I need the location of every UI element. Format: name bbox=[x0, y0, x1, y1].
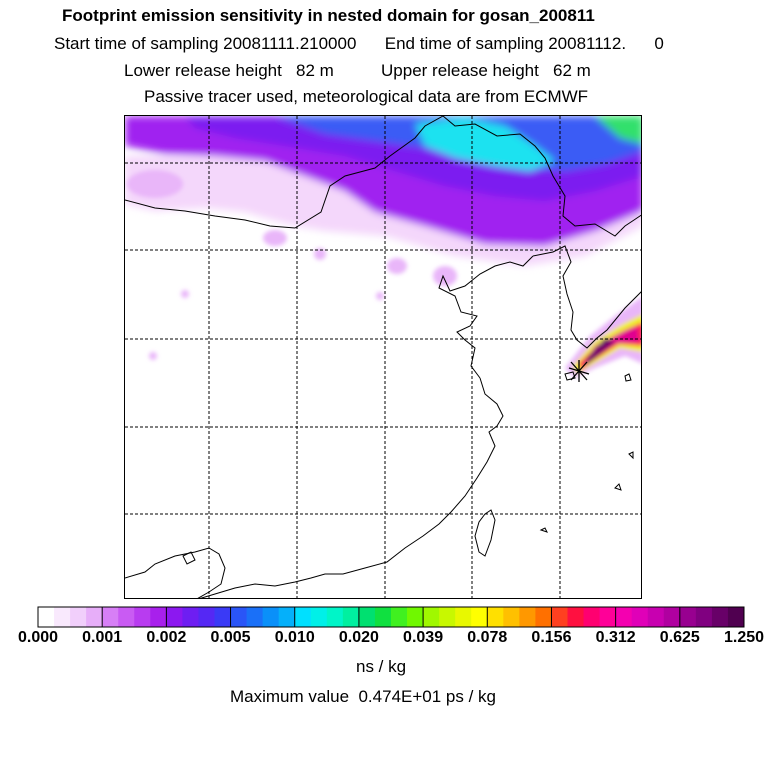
colorbar-swatch bbox=[182, 607, 199, 627]
colorbar-tick-label: 1.250 bbox=[723, 629, 765, 646]
colorbar-swatch bbox=[503, 607, 520, 627]
island-small-4 bbox=[628, 451, 634, 460]
footprint-light-patch bbox=[127, 170, 183, 198]
colorbar-tick-label: 0.156 bbox=[531, 629, 572, 646]
colorbar-swatch bbox=[647, 607, 665, 627]
island-jeju bbox=[564, 371, 576, 381]
colorbar-tick-label: 0.005 bbox=[210, 629, 251, 646]
colorbar-swatch bbox=[567, 607, 585, 627]
colorbar-swatch bbox=[262, 607, 280, 627]
tracer-info-line: Passive tracer used, meteorological data… bbox=[144, 87, 589, 106]
footprint-light-patch bbox=[263, 230, 287, 246]
colorbar-swatch bbox=[615, 607, 633, 627]
colorbar-swatch bbox=[86, 607, 103, 627]
colorbar-swatch bbox=[150, 607, 167, 627]
colorbar-swatch bbox=[374, 607, 392, 627]
star-icon bbox=[568, 360, 590, 382]
footprint-light-patch bbox=[314, 248, 326, 260]
colorbar-swatch bbox=[663, 607, 681, 627]
border-south bbox=[125, 547, 226, 598]
graticule bbox=[125, 116, 641, 598]
coast-east-china bbox=[199, 377, 504, 598]
colorbar-swatch bbox=[423, 607, 440, 627]
colorbar-units-label: ns / kg bbox=[356, 657, 407, 676]
colorbar bbox=[37, 606, 745, 628]
colorbar-swatch bbox=[679, 607, 697, 627]
colorbar-swatch bbox=[519, 607, 536, 627]
plot-title: Footprint emission sensitivity in nested… bbox=[62, 6, 595, 25]
colorbar-tick-label: 0.625 bbox=[659, 629, 700, 646]
plume-core bbox=[585, 338, 615, 366]
footprint-light-patch bbox=[376, 292, 384, 300]
coastlines bbox=[125, 116, 641, 598]
release-height-line: Lower release height 82 m Upper release … bbox=[124, 61, 591, 80]
colorbar-swatch bbox=[294, 607, 312, 627]
colorbar-swatch bbox=[134, 607, 151, 627]
island-small-2 bbox=[614, 483, 622, 491]
colorbar-swatch bbox=[246, 607, 264, 627]
colorbar-swatch bbox=[342, 607, 360, 627]
colorbar-tick-label: 0.020 bbox=[338, 629, 379, 646]
island-taiwan bbox=[474, 509, 496, 557]
colorbar-swatch bbox=[230, 607, 248, 627]
maximum-value-label: Maximum value 0.474E+01 ps / kg bbox=[230, 687, 496, 706]
footprint-field bbox=[125, 116, 641, 378]
colorbar-swatch bbox=[198, 607, 215, 627]
colorbar-swatch bbox=[439, 607, 456, 627]
colorbar-tick-label: 0.001 bbox=[82, 629, 123, 646]
border-northeast bbox=[442, 116, 641, 237]
coast-korea bbox=[532, 245, 641, 349]
colorbar-swatch bbox=[358, 607, 376, 627]
colorbar-swatch bbox=[54, 607, 71, 627]
colorbar-swatch bbox=[102, 607, 119, 627]
colorbar-swatch bbox=[278, 607, 296, 627]
colorbar-tick-label: 0.010 bbox=[274, 629, 315, 646]
colorbar-swatch bbox=[391, 607, 408, 627]
colorbar-swatch bbox=[487, 607, 504, 627]
colorbar-swatch bbox=[166, 607, 183, 627]
footprint-light-patch bbox=[181, 290, 189, 298]
colorbar-swatch bbox=[455, 607, 472, 627]
footprint-light-patch bbox=[433, 266, 457, 286]
footprint-map bbox=[124, 115, 642, 599]
colorbar-swatch bbox=[551, 607, 568, 627]
colorbar-swatch bbox=[695, 607, 713, 627]
colorbar-tick-label: 0.000 bbox=[17, 629, 59, 646]
colorbar-swatch bbox=[471, 607, 488, 627]
colorbar-swatch bbox=[535, 607, 552, 627]
colorbar-swatch bbox=[407, 607, 424, 627]
colorbar-tick-label: 0.312 bbox=[595, 629, 636, 646]
colorbar-tick-label: 0.039 bbox=[403, 629, 444, 646]
colorbar-swatch bbox=[310, 607, 328, 627]
colorbar-swatch bbox=[631, 607, 649, 627]
island-small-3 bbox=[539, 527, 548, 533]
colorbar-swatch bbox=[583, 607, 601, 627]
footprint-cyan-patch bbox=[595, 116, 641, 144]
colorbar-tick-label: 0.002 bbox=[146, 629, 187, 646]
colorbar-swatch bbox=[38, 607, 55, 627]
colorbar-tick-label: 0.078 bbox=[467, 629, 508, 646]
border-mongolia bbox=[125, 116, 444, 229]
colorbar-border bbox=[37, 606, 745, 628]
colorbar-swatch bbox=[70, 607, 87, 627]
footprint-light-patch bbox=[387, 258, 407, 274]
island-small-1 bbox=[624, 373, 632, 382]
colorbar-swatch bbox=[599, 607, 617, 627]
coast-bohai bbox=[438, 255, 534, 379]
sampling-time-line: Start time of sampling 20081111.210000 E… bbox=[54, 34, 664, 53]
island-small-5 bbox=[182, 551, 196, 565]
colorbar-swatch bbox=[214, 607, 232, 627]
footprint-cyan-region bbox=[415, 118, 555, 171]
colorbar-swatch bbox=[727, 607, 745, 627]
colorbar-swatch bbox=[118, 607, 135, 627]
colorbar-swatch bbox=[711, 607, 729, 627]
colorbar-swatch bbox=[326, 607, 344, 627]
footprint-light-patch bbox=[149, 352, 157, 360]
